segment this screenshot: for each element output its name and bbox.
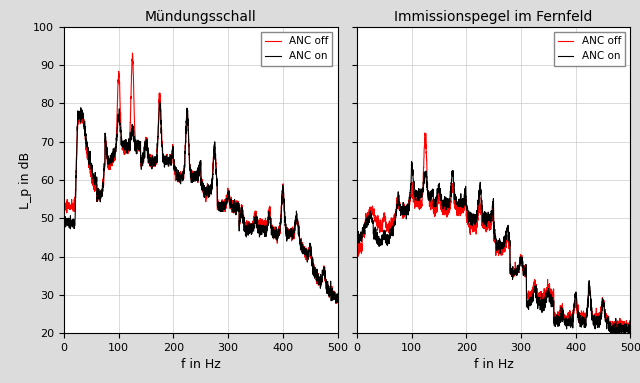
Line: ANC on: ANC on — [356, 161, 630, 337]
ANC off — [367, 205, 374, 210]
Line: ANC on: ANC on — [64, 101, 338, 303]
ANC on — [60, 224, 68, 228]
ANC off — [619, 325, 627, 330]
ANC on — [193, 173, 201, 177]
ANC off — [619, 326, 627, 331]
ANC on — [326, 287, 333, 292]
X-axis label: f in Hz: f in Hz — [181, 358, 221, 372]
ANC off — [60, 200, 68, 205]
ANC on — [334, 296, 342, 301]
ANC on — [367, 214, 374, 219]
ANC on — [353, 233, 360, 238]
ANC off — [568, 316, 576, 321]
ANC on — [627, 324, 634, 328]
Legend: ANC off, ANC on: ANC off, ANC on — [260, 32, 332, 65]
Line: ANC off: ANC off — [64, 53, 338, 304]
X-axis label: f in Hz: f in Hz — [474, 358, 513, 372]
ANC off — [74, 119, 82, 124]
ANC on — [626, 334, 634, 339]
ANC on — [333, 301, 341, 305]
ANC on — [568, 313, 576, 318]
ANC off — [421, 131, 429, 135]
ANC on — [479, 210, 486, 215]
Legend: ANC off, ANC on: ANC off, ANC on — [554, 32, 625, 65]
ANC off — [193, 172, 201, 177]
ANC off — [326, 284, 333, 289]
ANC on — [326, 290, 333, 295]
ANC on — [486, 216, 494, 221]
ANC off — [129, 51, 136, 56]
ANC off — [486, 222, 494, 227]
ANC on — [186, 168, 194, 173]
Title: Immissionspegel im Fernfeld: Immissionspegel im Fernfeld — [394, 10, 593, 24]
ANC off — [186, 167, 194, 172]
ANC off — [627, 321, 634, 326]
Line: ANC off: ANC off — [356, 133, 630, 332]
ANC off — [334, 291, 342, 296]
ANC off — [326, 288, 333, 292]
ANC on — [156, 99, 163, 103]
ANC off — [276, 229, 284, 234]
ANC on — [74, 116, 82, 120]
ANC off — [353, 253, 360, 258]
Y-axis label: L_p in dB: L_p in dB — [19, 151, 32, 209]
Title: Mündungsschall: Mündungsschall — [145, 10, 257, 24]
ANC on — [408, 159, 415, 164]
ANC off — [479, 218, 486, 223]
ANC on — [619, 327, 627, 332]
ANC off — [332, 301, 340, 306]
ANC on — [276, 228, 284, 233]
ANC on — [619, 323, 627, 328]
ANC off — [623, 329, 631, 334]
